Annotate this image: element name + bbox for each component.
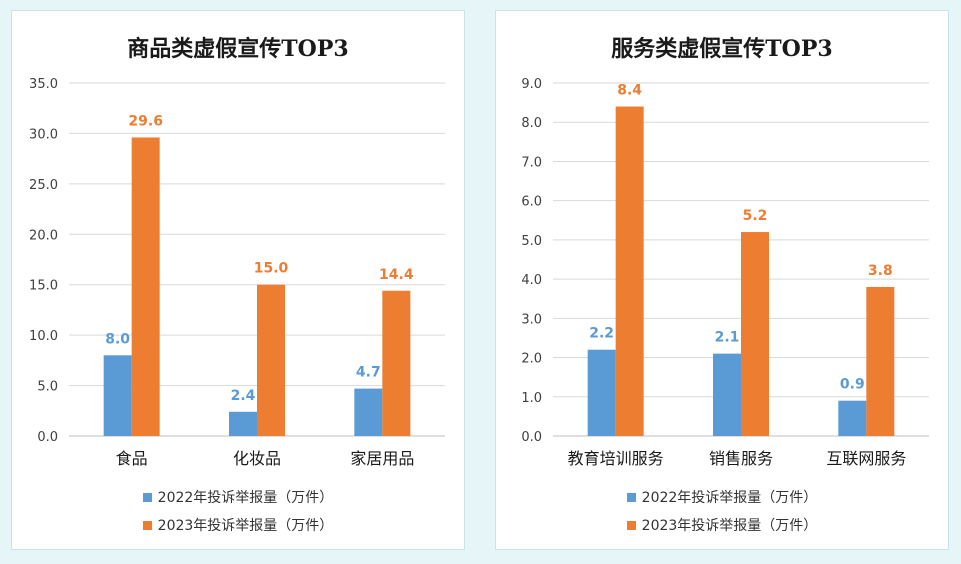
y-tick-label: 7.0	[521, 155, 542, 170]
legend-swatch-2023	[142, 520, 152, 530]
legend-item-2023: 2023年投诉举报量（万件）	[142, 515, 334, 535]
y-tick-label: 6.0	[521, 195, 542, 210]
legend: 2022年投诉举报量（万件） 2023年投诉举报量（万件）	[496, 487, 948, 535]
data-label: 2.2	[589, 326, 614, 342]
data-label: 8.0	[105, 331, 130, 347]
data-label: 29.6	[128, 113, 163, 129]
y-tick-label: 0.0	[37, 430, 58, 445]
bar-2023	[866, 286, 895, 436]
legend-item-2022: 2022年投诉举报量（万件）	[142, 487, 334, 507]
chart-panel-goods: 商品类虚假宣传TOP3 0.0 5.0 10.0 15.0 20.0 25.0 30.0 35…	[11, 10, 465, 550]
y-tick-label: 10.0	[29, 329, 58, 344]
x-tick-label: 互联网服务	[826, 449, 906, 468]
bar-2023	[382, 290, 411, 436]
data-label: 3.8	[868, 263, 893, 279]
legend-label-2022: 2022年投诉举报量（万件）	[641, 490, 818, 506]
x-tick-label: 家居用品	[350, 449, 414, 468]
y-tick-label: 35.0	[29, 77, 58, 92]
y-tick-label: 20.0	[29, 228, 58, 243]
bar-2023	[615, 106, 644, 437]
y-tick-label: 0.0	[521, 430, 542, 445]
legend: 2022年投诉举报量（万件） 2023年投诉举报量（万件）	[12, 487, 464, 535]
bar-2023	[741, 232, 769, 436]
chart-title: 商品类虚假宣传TOP3	[127, 36, 349, 62]
bar-2023	[131, 137, 160, 436]
bar-2022	[587, 349, 616, 436]
y-tick-label: 15.0	[29, 279, 58, 294]
y-tick-label: 5.0	[521, 234, 542, 249]
bar-2022	[103, 355, 132, 436]
data-label: 2.1	[715, 330, 740, 346]
legend-item-2022: 2022年投诉举报量（万件）	[626, 487, 818, 507]
data-label: 2.4	[231, 388, 256, 404]
data-label: 14.4	[379, 267, 414, 283]
legend-label-2023: 2023年投诉举报量（万件）	[641, 518, 818, 534]
y-tick-label: 2.0	[521, 352, 542, 367]
data-label: 4.7	[356, 365, 381, 381]
legend-item-2023: 2023年投诉举报量（万件）	[626, 515, 818, 535]
bar-2023	[257, 284, 285, 436]
legend-swatch-2023	[626, 520, 636, 530]
y-tick-label: 25.0	[29, 178, 58, 193]
bar-2022	[838, 400, 867, 436]
data-label: 5.2	[743, 208, 768, 224]
y-tick-label: 3.0	[521, 312, 542, 327]
y-tick-label: 1.0	[521, 391, 542, 406]
x-tick-label: 食品	[116, 449, 148, 468]
chart-services: 0.0 1.0 2.0 3.0 4.0 5.0 6.0 7.0 8.0 9.0 2.2 8.4 教育培训…	[521, 77, 929, 468]
bar-2022	[354, 388, 383, 436]
x-tick-label: 化妆品	[233, 449, 281, 468]
data-label: 8.4	[617, 83, 642, 99]
y-tick-label: 30.0	[29, 127, 58, 142]
chart-goods: 0.0 5.0 10.0 15.0 20.0 25.0 30.0 35.0 8.0 29.6 食品 2…	[29, 77, 445, 468]
x-tick-label: 销售服务	[709, 449, 773, 468]
y-tick-label: 5.0	[37, 380, 58, 395]
legend-swatch-2022	[142, 492, 152, 502]
y-tick-label: 9.0	[521, 77, 542, 92]
bar-2022	[713, 353, 741, 436]
bar-2022	[229, 411, 257, 436]
legend-label-2022: 2022年投诉举报量（万件）	[157, 490, 334, 506]
data-label: 15.0	[254, 261, 289, 277]
chart-title: 服务类虚假宣传TOP3	[611, 36, 833, 62]
data-label: 0.9	[840, 377, 865, 393]
legend-swatch-2022	[626, 492, 636, 502]
y-tick-label: 8.0	[521, 116, 542, 131]
legend-label-2023: 2023年投诉举报量（万件）	[157, 518, 334, 534]
chart-panel-services: 服务类虚假宣传TOP3 0.0 1.0 2.0 3.0 4.0 5.0 6.0 7.0 8.0 9…	[495, 10, 949, 550]
x-tick-label: 教育培训服务	[568, 449, 664, 468]
y-tick-label: 4.0	[521, 273, 542, 288]
